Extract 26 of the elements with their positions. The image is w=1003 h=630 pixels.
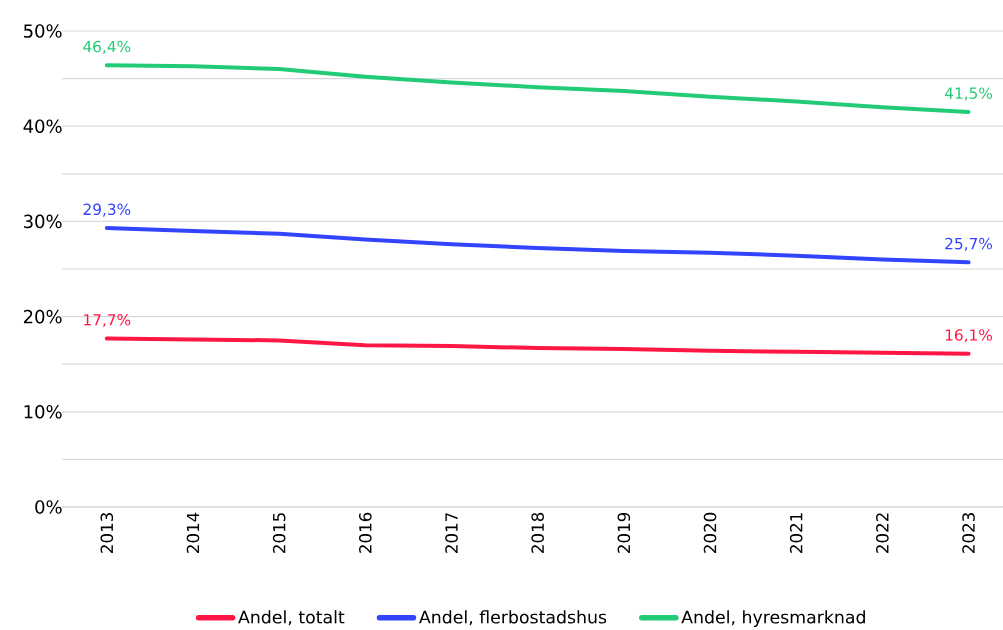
- x-tick-label: 2021: [789, 513, 803, 553]
- legend-label: Andel, flerbostadshus: [419, 610, 607, 626]
- x-tick-label: 2017: [445, 513, 458, 553]
- data-label: 16,1%: [945, 329, 993, 343]
- data-label: 41,5%: [944, 87, 993, 101]
- y-tick-label: 0%: [35, 500, 62, 514]
- x-tick-label: 2022: [876, 513, 889, 553]
- x-tick-label: 2014: [186, 512, 200, 553]
- legend-label: Andel, totalt: [238, 610, 345, 626]
- y-tick-label: 10%: [24, 404, 62, 419]
- x-tick-label: 2016: [359, 512, 372, 553]
- y-tick-label: 30%: [24, 214, 62, 229]
- data-label: 25,7%: [945, 237, 993, 251]
- x-tick-label: 2019: [617, 512, 631, 553]
- legend-label: Andel, hyresmarknad: [681, 610, 865, 627]
- x-tick-label: 2023: [962, 513, 975, 553]
- x-tick-label: 2018: [531, 512, 544, 553]
- y-tick-label: 40%: [23, 119, 62, 133]
- y-tick-label: 20%: [23, 309, 62, 324]
- x-tick-label: 2013: [100, 513, 114, 553]
- data-label: 29,3%: [83, 203, 131, 217]
- x-tick-label: 2015: [272, 513, 286, 553]
- x-tick-label: 2020: [703, 512, 717, 553]
- data-label: 17,7%: [84, 313, 131, 328]
- y-tick-label: 50%: [24, 24, 62, 38]
- data-label: 46,4%: [83, 40, 131, 54]
